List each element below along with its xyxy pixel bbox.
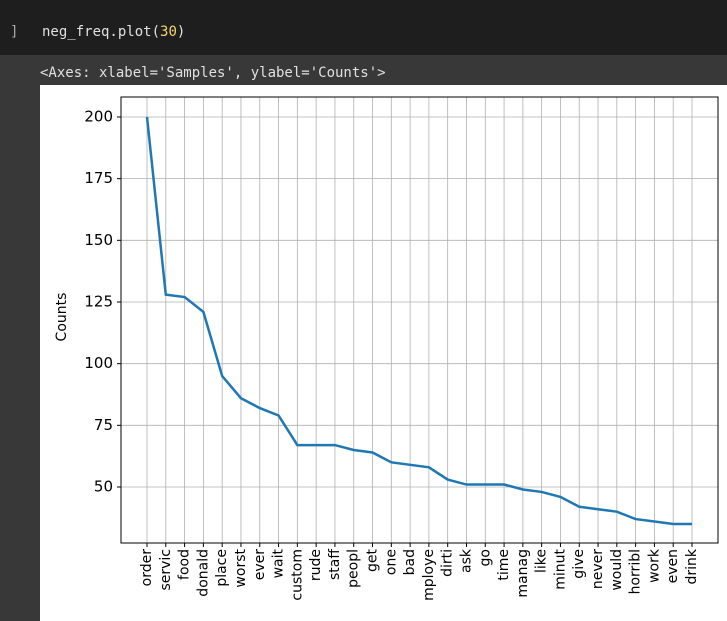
plot-frame (120, 96, 719, 544)
x-tick-label: ever (252, 549, 268, 581)
x-tick-label: servic (158, 549, 174, 591)
y-tick-label: 100 (84, 354, 113, 372)
data-line (145, 116, 692, 526)
x-tick-label: even (665, 549, 681, 583)
y-tick-label: 200 (84, 107, 113, 125)
x-tick-label: peopl (346, 549, 362, 588)
x-tick-label: never (590, 549, 606, 589)
x-tick-label: mploye (421, 549, 437, 601)
x-tick-label: worst (233, 548, 249, 587)
x-tick-label: give (571, 549, 587, 579)
x-tick-label: work (646, 548, 662, 583)
x-tick-label: donald (195, 549, 211, 597)
x-tick-label: place (214, 549, 230, 587)
y-axis-label: Counts (54, 293, 70, 342)
y-tick-label: 150 (84, 231, 113, 249)
x-tick-label: would (609, 549, 625, 591)
x-tick-label: one (383, 549, 399, 575)
output-text: <Axes: xlabel='Samples', ylabel='Counts'… (40, 65, 386, 81)
y-tick-label: 75 (94, 416, 113, 434)
cell-bracket: ] (10, 24, 19, 40)
x-tick-label: food (177, 549, 193, 580)
x-tick-label: horribl (628, 549, 644, 594)
x-tick-label: staff (327, 549, 343, 580)
y-tick-label: 175 (84, 169, 113, 187)
code-number: 30 (160, 24, 177, 40)
x-tick-label: dirti (440, 549, 456, 577)
code-token: ) (176, 24, 186, 40)
code-token: neg_freq.plot( (42, 24, 161, 40)
x-tick-label: time (496, 549, 512, 581)
x-tick-label: custom (289, 549, 305, 601)
x-tick-label: get (365, 549, 381, 573)
x-tick-label: go (477, 549, 493, 566)
code-line: neg_freq.plot(30) (42, 24, 185, 40)
x-tick-label: ask (458, 548, 474, 573)
x-tick-label: minut (552, 548, 568, 589)
code-cell: ] neg_freq.plot(30) (0, 0, 727, 55)
x-tick-label: rude (308, 549, 324, 581)
x-tick-label: manag (515, 549, 531, 598)
y-tick-label: 125 (84, 292, 113, 310)
y-tick-label: 50 (94, 478, 113, 496)
x-tick-label: drink (684, 548, 700, 584)
x-tick-label: wait (271, 549, 287, 579)
chart: Counts order servic food donald place worst ev… (40, 85, 727, 621)
x-tick-label: like (534, 549, 550, 573)
x-tick-label: bad (402, 549, 418, 575)
x-tick-label: order (139, 549, 155, 587)
